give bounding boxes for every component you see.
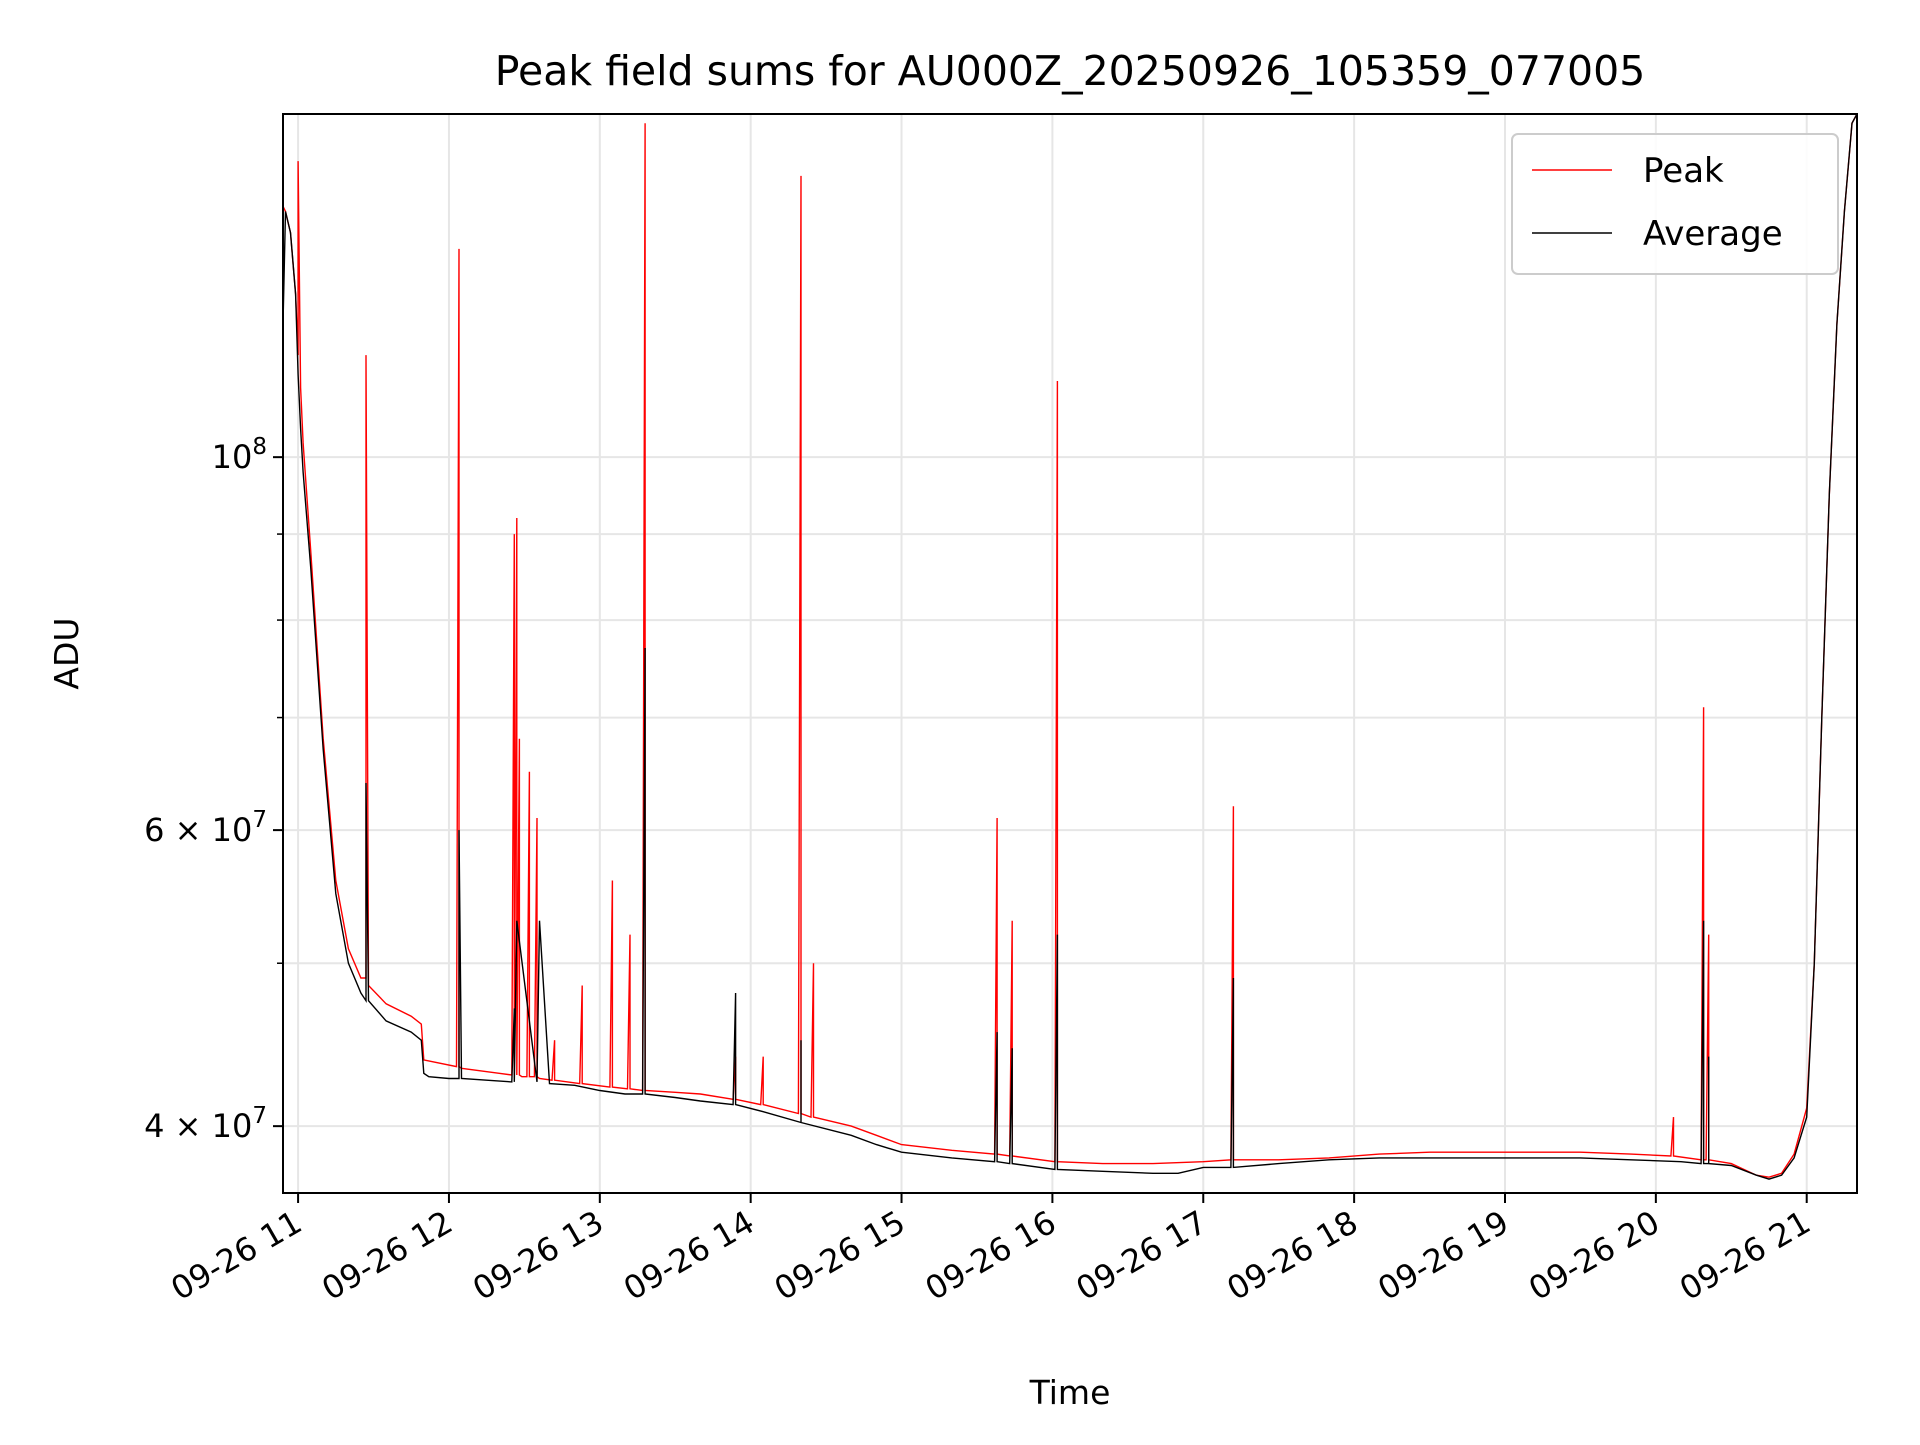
series-layer: [282, 113, 1858, 1180]
chart-title: Peak field sums for AU000Z_20250926_1053…: [495, 47, 1646, 95]
legend-box: [1511, 133, 1839, 275]
y-tick-label: 6 × 107: [144, 807, 267, 849]
series-line-average: [282, 113, 1858, 1180]
y-tick-label: 4 × 107: [144, 1103, 267, 1145]
legend: Peak Average: [1511, 133, 1839, 275]
grid-layer: [283, 114, 1857, 1193]
y-axis-label: ADU: [47, 617, 86, 689]
x-axis-label: Time: [1029, 1373, 1111, 1412]
legend-label-average: Average: [1643, 214, 1783, 254]
plot-frame: [282, 113, 1858, 1194]
y-tick-label: 108: [212, 434, 267, 476]
legend-label-peak: Peak: [1643, 151, 1724, 191]
